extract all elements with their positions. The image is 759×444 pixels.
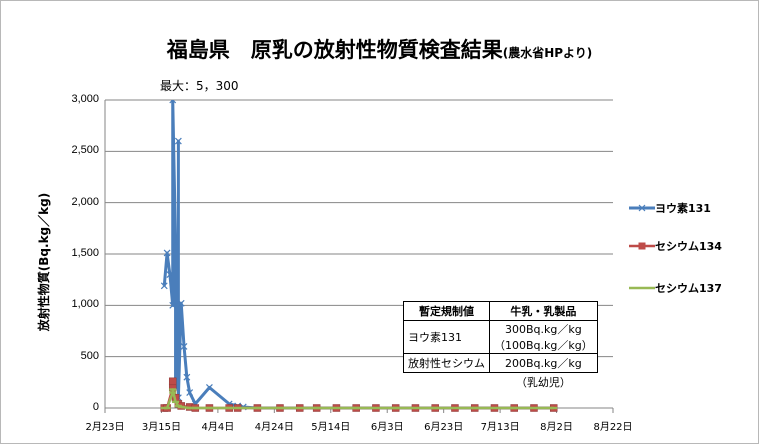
legend-item: セシウム137 [629,280,722,296]
regulation-row-iodine: ヨウ素131 300Bq.kg／kg （100Bq.kg／kg） [403,320,598,354]
regulation-value-infant: （100Bq.kg／kg） [494,339,593,352]
regulation-note-row: （乳幼児） [404,373,598,392]
max-annotation: 最大：5，300 [160,79,239,93]
chart-title: 福島県 原乳の放射性物質検査結果(農水省HPより) [1,34,758,64]
data-point [172,240,179,248]
regulation-row-cesium: 放射性セシウム 200Bq.kg／kg [403,353,598,373]
data-point [160,282,168,290]
regulation-value: 200Bq.kg／kg [489,353,598,373]
x-tick-label: 8月2日 [540,422,573,433]
legend-label: セシウム137 [655,282,722,295]
x-tick-label: 6月3日 [370,422,404,433]
legend-swatch [629,286,655,290]
data-point [169,301,177,309]
data-point [169,100,177,104]
y-tick-label: 500 [80,349,99,362]
legend-swatch [629,242,655,250]
legend-item: セシウム134 [629,238,722,254]
data-point [177,299,185,307]
data-point [191,406,199,410]
x-tick-label: 3月15日 [141,422,181,433]
data-point [180,342,188,350]
x-tick-label: 8月22日 [593,422,633,433]
data-point [352,406,360,410]
data-point [186,406,194,410]
regulation-header-value: 牛乳・乳製品 [489,301,598,321]
data-point [253,406,261,410]
y-tick-label: 0 [92,401,99,413]
y-tick-label: 1,500 [71,247,99,259]
regulation-label: 放射性セシウム [403,353,490,373]
data-point [163,406,171,410]
data-point [205,406,213,410]
data-point [313,406,321,410]
data-point [471,406,479,410]
regulation-label: ヨウ素131 [403,320,490,354]
regulation-note: （乳幼児） [515,376,571,389]
y-tick-label: 3,000 [71,93,99,105]
data-point [183,373,191,381]
data-point [225,406,233,410]
data-point [169,391,177,394]
x-tick-label: 4月4日 [201,422,235,433]
data-point [166,271,174,278]
regulation-value: 300Bq.kg／kg （100Bq.kg／kg） [489,320,598,354]
data-point [177,405,185,409]
regulation-note-spacer [404,373,490,392]
y-tick-label: 1,000 [71,298,99,311]
x-tick-label: 5月14日 [311,422,351,433]
data-point [276,406,284,410]
regulation-header-row: 暫定規制値 牛乳・乳製品 [403,301,598,321]
y-tick-label: 2,000 [71,195,99,208]
regulation-value-line: 300Bq.kg／kg [505,323,582,336]
x-tick-label: 4月24日 [254,422,294,433]
data-point [205,384,213,391]
data-point [163,249,171,257]
x-tick-label: 2月23日 [85,422,125,433]
regulation-header-label: 暫定規制値 [403,301,490,321]
x-tick-label: 6月23日 [424,422,464,433]
chart-subtitle: (農水省HPより) [502,46,593,60]
data-point [392,406,400,410]
y-tick-label: 2,500 [71,144,99,157]
chart-title-text: 福島県 原乳の放射性物質検査結果 [166,38,503,62]
legend-label: ヨウ素131 [655,202,711,215]
data-point [186,389,194,397]
data-point [174,137,182,145]
regulation-table: 暫定規制値 牛乳・乳製品 ヨウ素131 300Bq.kg／kg （100Bq.k… [403,301,598,391]
data-point [550,406,558,410]
data-point [168,377,177,386]
legend-label: セシウム134 [655,240,722,253]
data-point [172,400,180,404]
legend-item: ヨウ素131 [629,200,711,216]
legend-swatch [629,204,655,212]
data-point [431,406,439,410]
data-point [510,406,518,410]
data-point [169,388,177,391]
x-tick-label: 7月13日 [480,422,520,433]
